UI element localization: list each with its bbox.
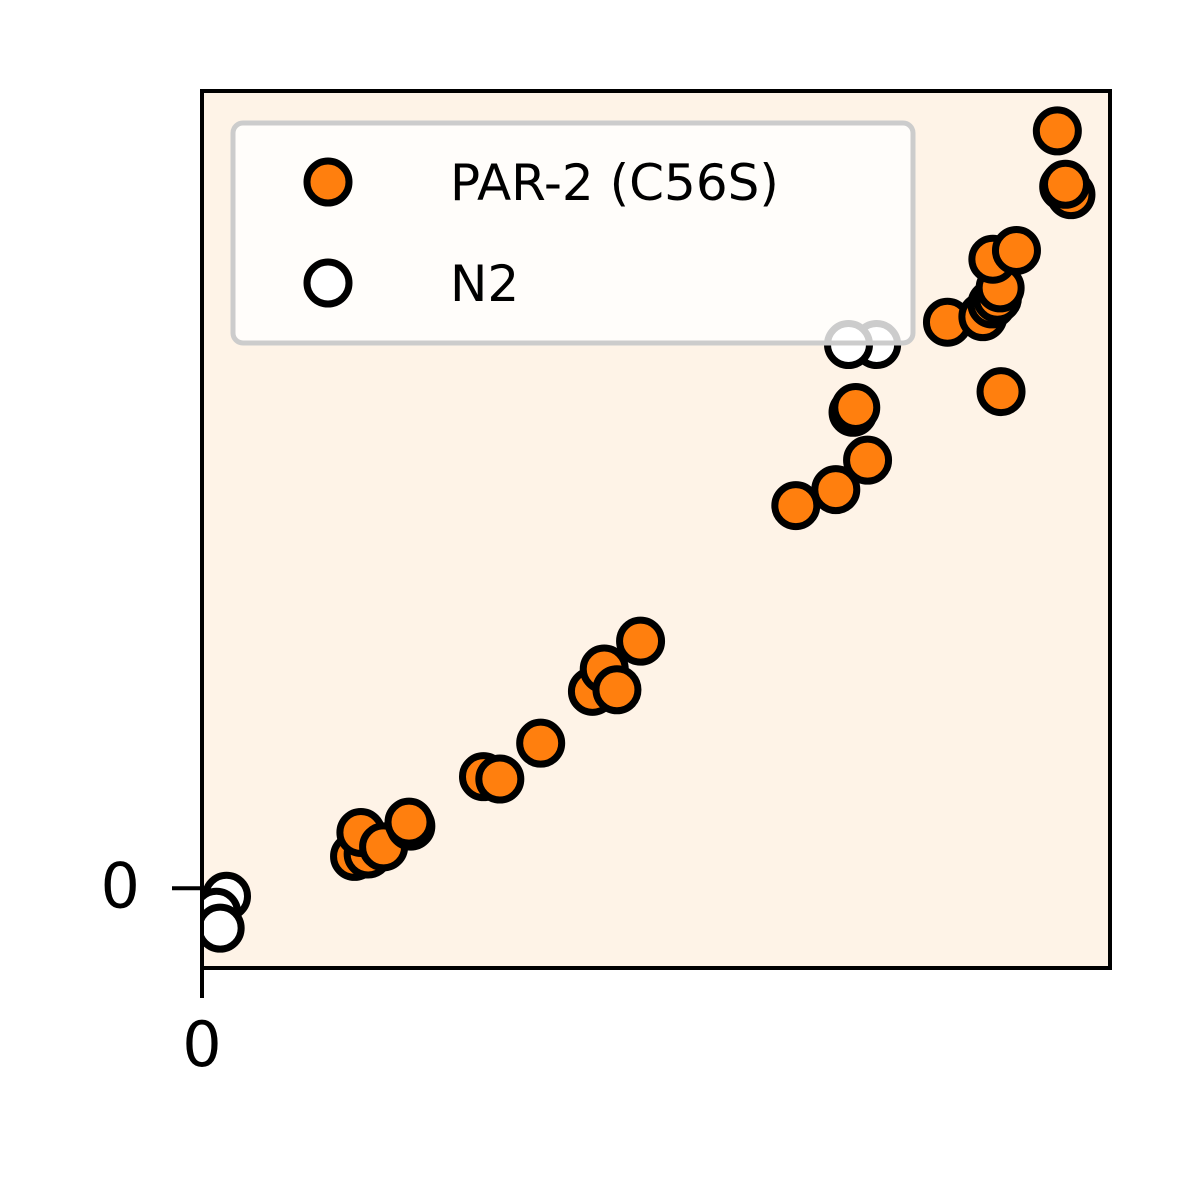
par2-data-point [831, 383, 881, 433]
par2-data-point [991, 225, 1041, 275]
n2-data-point [202, 903, 245, 953]
legend: PAR-2 (C56S) N2 [230, 120, 916, 346]
y-tick-label: 0 [101, 849, 140, 922]
legend-marker-n2 [303, 258, 353, 308]
legend-label-par2: PAR-2 (C56S) [450, 154, 779, 212]
par2-data-point [475, 754, 525, 804]
par2-data-point [592, 665, 642, 715]
legend-marker-par2 [303, 157, 353, 207]
par2-data-point [384, 797, 434, 847]
par2-data-point [1041, 159, 1091, 209]
par2-data-point [771, 481, 821, 531]
par2-data-point [516, 718, 566, 768]
plot-frame [200, 89, 1112, 970]
par2-data-point [843, 435, 893, 485]
data-points [202, 106, 1096, 953]
par2-data-point [811, 465, 861, 515]
y-axis-ticks: 0 [101, 849, 202, 922]
par2-data-point [1032, 106, 1082, 156]
par2-data-point [616, 616, 666, 666]
x-axis-ticks: 0 [182, 968, 222, 1081]
legend-box [230, 120, 916, 346]
x-tick-label: 0 [182, 1008, 221, 1081]
legend-label-n2: N2 [450, 255, 519, 313]
par2-data-point [976, 367, 1026, 417]
